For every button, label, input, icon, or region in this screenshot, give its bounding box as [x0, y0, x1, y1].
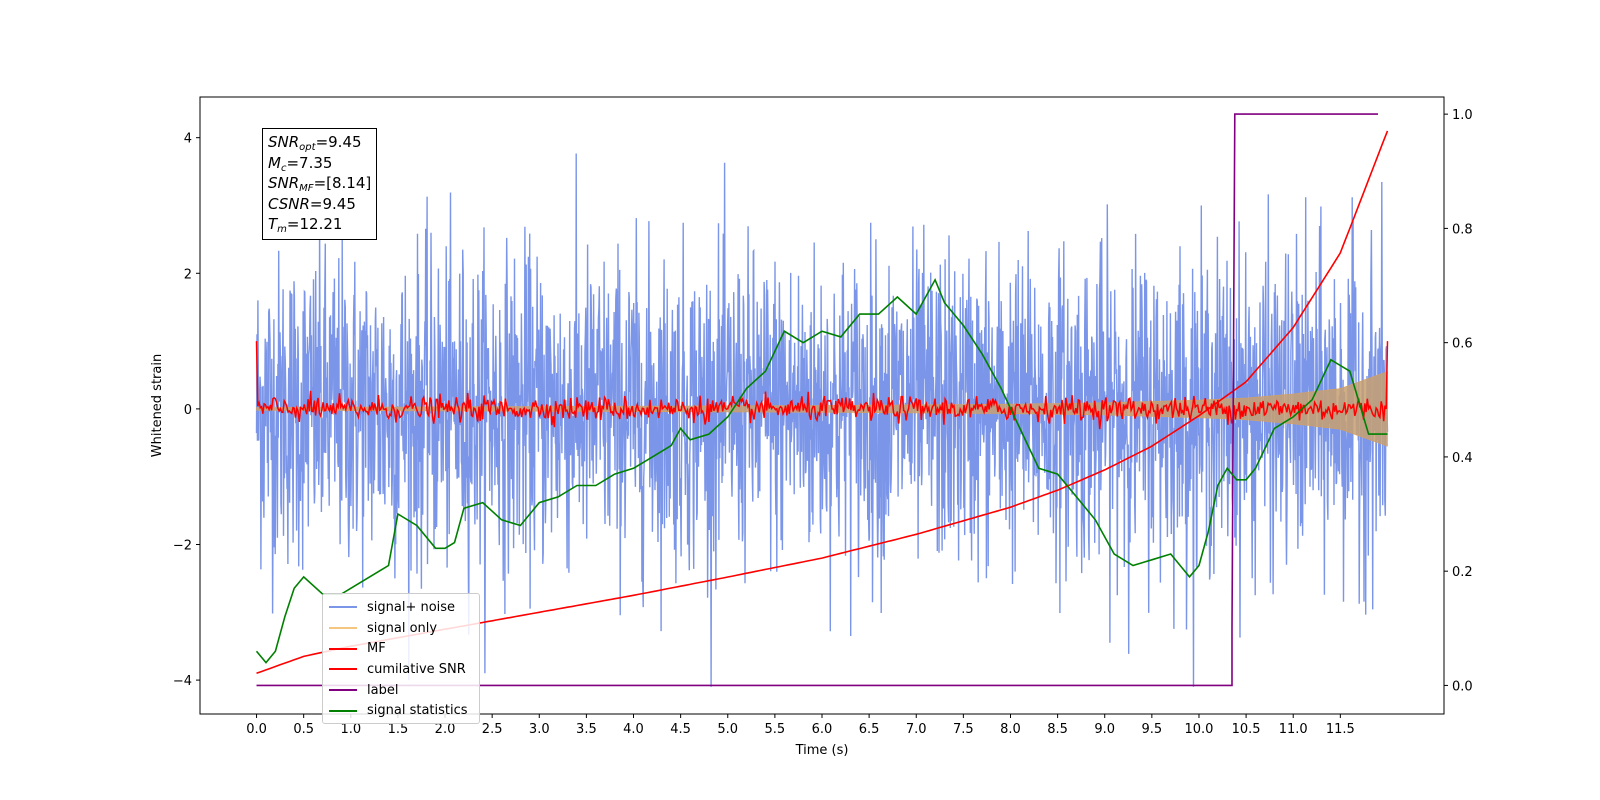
x-tick-label: 3.0	[529, 722, 550, 737]
x-tick-label: 5.0	[717, 722, 738, 737]
axes: 0.0 0.5 1.0 1.5 2.0 2.5 3.0 3.5 4.0 4.5 5.0 5.5 6.0 6…	[150, 96, 1473, 758]
stats-annotation-box: SNRopt=9.45 Mc=7.35 SNRMF=[8.14] CSNR=9.…	[262, 128, 378, 240]
x-tick-label: 6.5	[859, 722, 880, 737]
y-axis-label: Whitened strain	[150, 354, 165, 457]
x-tick-label: 4.0	[623, 722, 644, 737]
x-tick-label: 1.5	[388, 722, 409, 737]
snr-mf-annotation: SNRMF=[8.14]	[268, 174, 372, 194]
legend-label: cumilative SNR	[367, 661, 466, 677]
x-tick-label: 9.0	[1094, 722, 1115, 737]
legend-label: signal only	[367, 620, 438, 636]
y-tick-label: −4	[173, 674, 192, 689]
legend-item-cumulative-snr: cumilative SNR	[323, 659, 479, 680]
x-tick-label: 2.5	[482, 722, 503, 737]
legend-label: signal+ noise	[367, 599, 456, 615]
y2-tick-label: 0.8	[1452, 222, 1473, 237]
x-tick-label: 10.0	[1184, 722, 1213, 737]
y2-tick-label: 0.4	[1452, 451, 1473, 466]
x-tick-label: 7.0	[906, 722, 927, 737]
y2-tick-label: 0.2	[1452, 565, 1473, 580]
chirp-mass-annotation: Mc=7.35	[268, 153, 333, 174]
legend-swatch	[329, 668, 357, 671]
series-mf-line	[255, 341, 1389, 430]
legend-swatch	[329, 606, 357, 609]
legend: signal+ noise signal only MF cumilative …	[322, 593, 480, 725]
x-tick-label: 0.0	[246, 722, 267, 737]
x-tick-label: 6.0	[812, 722, 833, 737]
legend-item-signal-statistics: signal statistics	[323, 700, 479, 721]
legend-swatch	[329, 709, 357, 712]
csnr-annotation: CSNR=9.45	[268, 194, 356, 213]
x-tick-label: 11.0	[1279, 722, 1308, 737]
x-axis-label: Time (s)	[795, 743, 849, 758]
x-tick-label: 7.5	[953, 722, 974, 737]
y-tick-label: 0	[184, 403, 192, 418]
y2-tick-label: 1.0	[1452, 108, 1473, 123]
legend-item-label: label	[323, 680, 479, 701]
x-tick-label: 5.5	[765, 722, 786, 737]
y-tick-label: 2	[184, 267, 192, 282]
legend-item-signal-only: signal only	[323, 618, 479, 639]
legend-label: MF	[367, 641, 386, 657]
y-tick-label: 4	[184, 132, 192, 147]
x-tick-label: 4.5	[670, 722, 691, 737]
x-tick-label: 0.5	[293, 722, 314, 737]
legend-item-signal-noise: signal+ noise	[323, 597, 479, 618]
x-tick-label: 1.0	[340, 722, 361, 737]
legend-swatch	[329, 689, 357, 692]
x-tick-label: 2.0	[435, 722, 456, 737]
legend-swatch	[329, 647, 357, 650]
x-tick-label: 9.5	[1142, 722, 1163, 737]
legend-label: label	[367, 682, 399, 698]
y2-tick-label: 0.0	[1452, 679, 1473, 694]
legend-item-mf: MF	[323, 638, 479, 659]
x-tick-label: 8.5	[1047, 722, 1068, 737]
y2-tick-label: 0.6	[1452, 337, 1473, 352]
x-tick-label: 8.0	[1000, 722, 1021, 737]
snr-opt-annotation: SNRopt=9.45	[268, 133, 362, 153]
series-label-line	[256, 113, 1378, 687]
legend-label: signal statistics	[367, 703, 468, 719]
legend-swatch	[329, 627, 357, 630]
x-tick-label: 11.5	[1326, 722, 1355, 737]
series-signal-statistics-line	[255, 277, 1388, 664]
series-signal-noise-line	[255, 153, 1389, 687]
x-tick-label: 10.5	[1232, 722, 1261, 737]
plot-area	[255, 113, 1389, 687]
x-tick-label: 3.5	[576, 722, 597, 737]
merger-time-annotation: Tm=12.21	[268, 215, 343, 235]
y-tick-label: −2	[173, 538, 192, 553]
